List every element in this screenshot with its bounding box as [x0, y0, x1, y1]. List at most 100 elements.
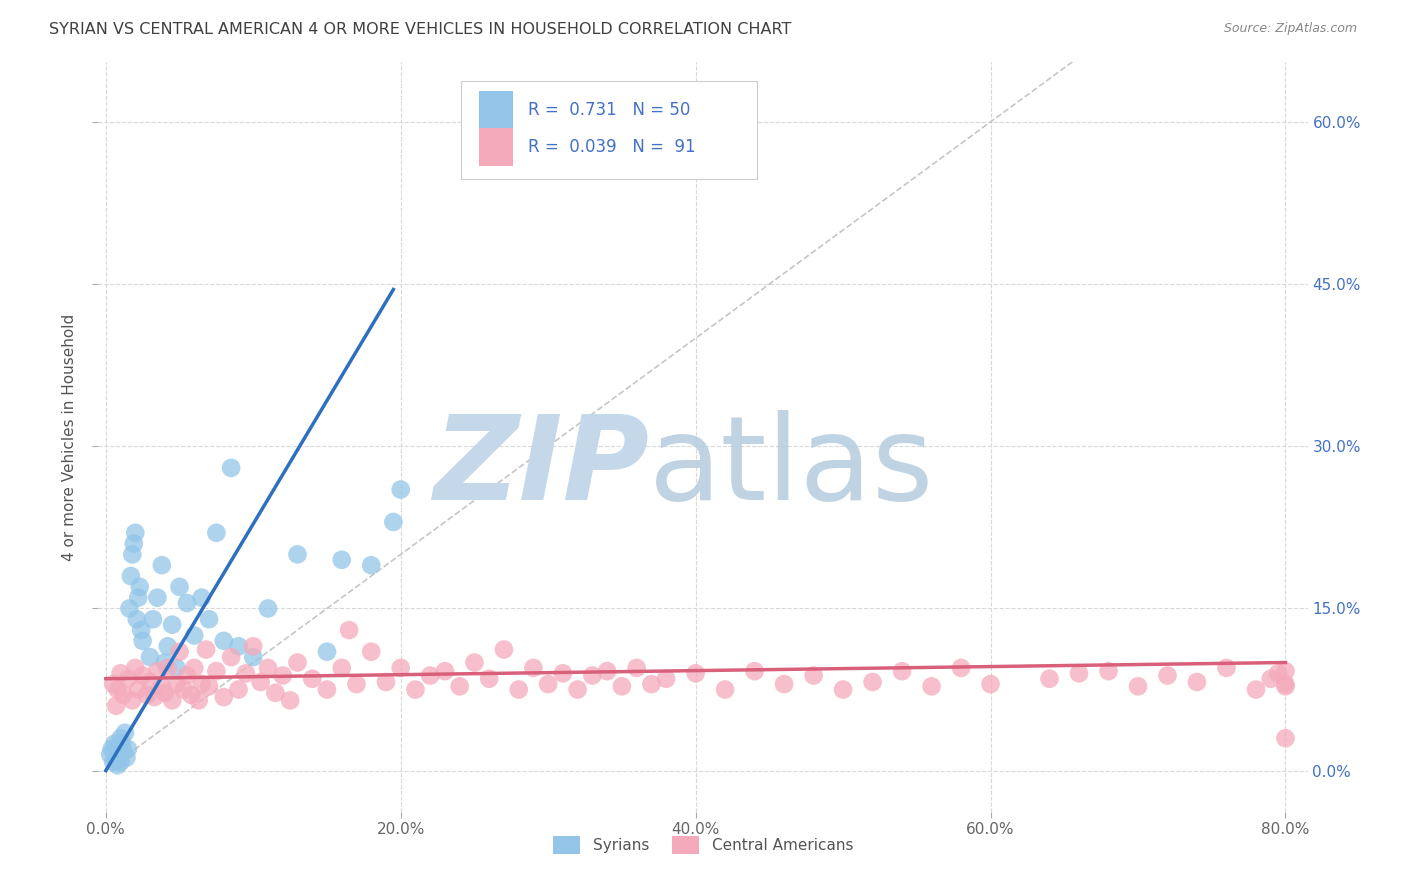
Point [190, 677, 212, 691]
Point [921, 679, 943, 693]
Point [187, 693, 209, 707]
Point [121, 548, 143, 562]
Point [105, 753, 128, 767]
Point [492, 642, 515, 657]
Point [596, 664, 619, 678]
Point [419, 668, 441, 682]
Point [107, 758, 129, 772]
Point [1244, 682, 1267, 697]
Point [1185, 675, 1208, 690]
Point [124, 525, 146, 540]
Bar [479, 91, 513, 128]
Point [228, 640, 250, 654]
Point [382, 515, 405, 529]
Point [143, 690, 166, 705]
Point [301, 672, 323, 686]
Bar [479, 128, 513, 166]
Point [685, 666, 707, 681]
Text: ZIP: ZIP [433, 409, 648, 524]
Point [522, 661, 544, 675]
Point [205, 664, 228, 678]
Point [242, 650, 264, 665]
Point [183, 661, 205, 675]
Point [271, 668, 294, 682]
Point [1038, 672, 1060, 686]
Point [242, 640, 264, 654]
Point [128, 580, 150, 594]
Point [118, 601, 141, 615]
Point [862, 675, 884, 690]
Point [1260, 672, 1282, 686]
Point [190, 591, 212, 605]
Point [111, 737, 134, 751]
Point [773, 677, 796, 691]
Point [129, 623, 152, 637]
Point [714, 682, 737, 697]
Point [198, 679, 221, 693]
Point [228, 682, 250, 697]
Point [112, 688, 135, 702]
Point [337, 623, 360, 637]
Point [346, 677, 368, 691]
Point [1215, 661, 1237, 675]
Point [640, 677, 662, 691]
Point [114, 726, 136, 740]
Point [156, 661, 179, 675]
Point [166, 677, 188, 691]
Point [115, 750, 138, 764]
Point [278, 693, 301, 707]
Point [360, 645, 382, 659]
Point [122, 536, 145, 550]
Point [131, 633, 153, 648]
Point [124, 661, 146, 675]
Point [655, 672, 678, 686]
Point [176, 596, 198, 610]
Point [173, 682, 195, 697]
Point [98, 747, 121, 762]
Point [127, 682, 149, 697]
Point [478, 672, 501, 686]
Point [146, 664, 169, 678]
Point [375, 675, 398, 690]
Point [463, 656, 485, 670]
Point [744, 664, 766, 678]
Text: R =  0.731   N = 50: R = 0.731 N = 50 [527, 101, 690, 119]
Point [212, 633, 235, 648]
Point [316, 682, 339, 697]
Y-axis label: 4 or more Vehicles in Household: 4 or more Vehicles in Household [62, 313, 77, 561]
Point [235, 666, 257, 681]
Point [1274, 679, 1296, 693]
Point [449, 679, 471, 693]
Point [567, 682, 589, 697]
Point [153, 656, 176, 670]
Point [121, 693, 143, 707]
Point [1274, 677, 1296, 691]
Point [146, 591, 169, 605]
Point [832, 682, 855, 697]
Point [1067, 666, 1090, 681]
Point [891, 664, 914, 678]
Point [131, 668, 153, 682]
Text: R =  0.039   N =  91: R = 0.039 N = 91 [527, 138, 696, 156]
Point [212, 690, 235, 705]
Point [404, 682, 426, 697]
Point [101, 677, 124, 691]
Point [110, 755, 132, 769]
Point [169, 580, 191, 594]
Point [112, 744, 135, 758]
Text: Source: ZipAtlas.com: Source: ZipAtlas.com [1223, 22, 1357, 36]
Point [508, 682, 530, 697]
Point [160, 617, 183, 632]
Point [287, 656, 309, 670]
Point [551, 666, 574, 681]
Point [136, 688, 159, 702]
Point [1126, 679, 1149, 693]
Point [1267, 666, 1289, 681]
Point [330, 661, 353, 675]
Point [205, 525, 228, 540]
Point [257, 601, 280, 615]
Point [117, 672, 139, 686]
Point [169, 645, 191, 659]
Point [153, 686, 176, 700]
Point [1274, 731, 1296, 746]
